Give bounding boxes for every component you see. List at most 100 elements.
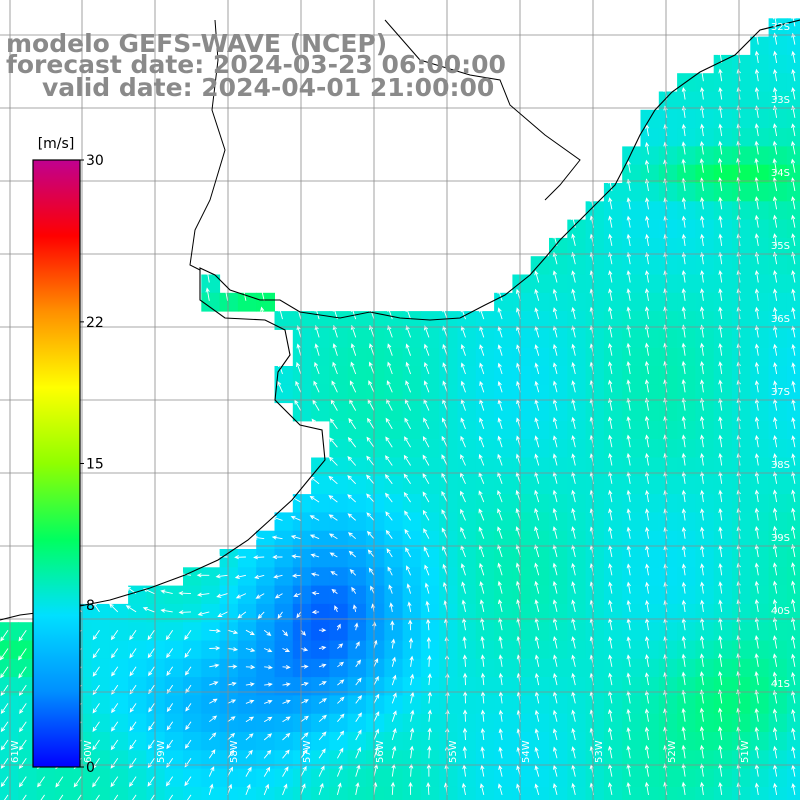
wind-arrow bbox=[718, 306, 723, 320]
wind-speed-cell bbox=[439, 402, 458, 422]
wind-speed-cell bbox=[768, 347, 788, 367]
wind-speed-cell bbox=[622, 585, 641, 605]
wind-speed-cell bbox=[128, 622, 147, 641]
wind-arrow bbox=[386, 380, 393, 393]
wind-speed-cell bbox=[677, 311, 696, 330]
wind-arrow bbox=[645, 489, 650, 503]
wind-speed-cell bbox=[292, 768, 312, 788]
wind-speed-cell bbox=[384, 750, 404, 770]
wind-arrow bbox=[552, 270, 558, 283]
wind-speed-cell bbox=[494, 530, 513, 550]
wind-arrow bbox=[754, 708, 759, 722]
wind-arrow bbox=[754, 380, 760, 393]
wind-speed-cell bbox=[475, 475, 495, 495]
wind-speed-cell bbox=[494, 439, 513, 458]
wind-speed-cell bbox=[732, 750, 751, 770]
wind-speed-cell bbox=[183, 732, 202, 751]
wind-arrow bbox=[235, 593, 247, 599]
wind-arrow bbox=[718, 233, 723, 246]
wind-arrow bbox=[773, 325, 778, 338]
wind-arrow bbox=[754, 562, 759, 576]
wind-speed-cell bbox=[384, 347, 404, 367]
wind-arrow bbox=[282, 682, 291, 687]
wind-speed-cell bbox=[750, 530, 770, 550]
wind-speed-cell bbox=[732, 366, 751, 385]
wind-arrow bbox=[791, 196, 796, 210]
wind-arrow bbox=[478, 435, 485, 448]
wind-speed-cell bbox=[732, 530, 751, 550]
wind-speed-cell bbox=[237, 786, 257, 800]
wind-arrow bbox=[773, 86, 778, 100]
wind-arrow bbox=[552, 764, 558, 777]
wind-speed-cell bbox=[439, 457, 458, 477]
wind-speed-cell bbox=[311, 640, 330, 660]
wind-speed-cell bbox=[109, 658, 129, 678]
wind-speed-cell bbox=[750, 347, 770, 367]
wind-speed-cell bbox=[494, 713, 513, 733]
wind-speed-cell bbox=[475, 457, 495, 477]
wind-arrow bbox=[791, 416, 796, 429]
wind-arrow bbox=[626, 508, 631, 521]
wind-arrow bbox=[626, 178, 631, 192]
wind-speed-cell bbox=[750, 750, 770, 770]
wind-speed-cell bbox=[622, 786, 641, 800]
wind-speed-cell bbox=[274, 713, 294, 733]
wind-speed-cell bbox=[164, 750, 184, 770]
wind-arrow bbox=[626, 636, 631, 649]
wind-speed-cell bbox=[0, 695, 19, 715]
wind-arrow bbox=[571, 544, 576, 558]
wind-arrow bbox=[681, 635, 686, 649]
wind-arrow bbox=[681, 397, 686, 411]
wind-arrow bbox=[571, 380, 576, 393]
wind-arrow bbox=[718, 251, 723, 265]
wind-arrow bbox=[754, 489, 760, 503]
wind-speed-cell bbox=[457, 732, 477, 751]
wind-arrow bbox=[754, 416, 760, 429]
wind-arrow bbox=[237, 611, 247, 619]
wind-speed-cell bbox=[585, 585, 605, 605]
wind-speed-cell bbox=[786, 530, 800, 550]
wind-speed-cell bbox=[622, 695, 641, 715]
wind-speed-cell bbox=[732, 677, 751, 696]
wind-speed-cell bbox=[420, 622, 440, 641]
wind-arrow bbox=[791, 671, 796, 686]
wind-arrow bbox=[681, 379, 686, 393]
wind-speed-cell bbox=[567, 347, 587, 367]
wind-speed-cell bbox=[494, 768, 513, 788]
wind-arrow bbox=[681, 744, 686, 759]
wind-speed-cell bbox=[91, 750, 111, 770]
wind-speed-cell bbox=[786, 677, 800, 696]
wind-speed-cell bbox=[585, 347, 605, 367]
wind-speed-cell bbox=[750, 256, 770, 275]
wind-arrow bbox=[245, 647, 256, 653]
wind-speed-cell bbox=[658, 91, 678, 111]
wind-speed-cell bbox=[256, 640, 275, 660]
wind-speed-cell bbox=[732, 457, 751, 477]
wind-arrow bbox=[608, 745, 613, 759]
wind-arrow bbox=[497, 380, 503, 393]
wind-speed-cell bbox=[439, 750, 458, 770]
wind-arrow bbox=[791, 123, 796, 137]
wind-speed-cell bbox=[658, 732, 678, 751]
wind-speed-cell bbox=[475, 585, 495, 605]
wind-arrow bbox=[274, 593, 283, 599]
wind-speed-cell bbox=[91, 640, 111, 660]
wind-arrow bbox=[699, 140, 705, 155]
wind-arrow bbox=[644, 672, 650, 686]
wind-speed-cell bbox=[237, 622, 257, 641]
wind-speed-cell bbox=[128, 750, 147, 770]
wind-arrow bbox=[718, 526, 723, 539]
wind-speed-cell bbox=[219, 695, 239, 715]
wind-arrow bbox=[498, 672, 504, 686]
wind-speed-cell bbox=[768, 256, 788, 275]
wind-speed-cell bbox=[677, 73, 696, 92]
wind-arrow bbox=[718, 707, 723, 722]
wind-arrow bbox=[608, 727, 613, 741]
wind-speed-cell bbox=[640, 219, 660, 239]
wind-arrow bbox=[571, 746, 576, 759]
wind-arrow bbox=[791, 708, 796, 722]
wind-arrow bbox=[552, 782, 558, 796]
wind-arrow bbox=[328, 495, 338, 503]
wind-arrow bbox=[384, 455, 393, 466]
